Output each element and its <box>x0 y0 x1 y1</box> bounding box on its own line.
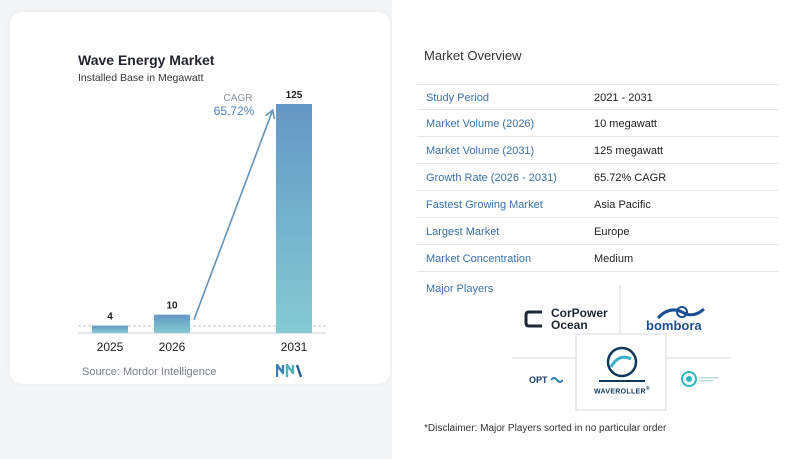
overview-row-label: Market Volume (2031) <box>426 145 535 157</box>
disclaimer-note: *Disclaimer: Major Players sorted in no … <box>424 423 667 434</box>
overview-row-value: 65.72% CAGR <box>594 172 667 184</box>
corpower-logo-icon <box>524 310 542 328</box>
cagr-label: CAGR <box>224 93 253 104</box>
overview-row: Fastest Growing Market Asia Pacific <box>417 192 779 218</box>
x-tick-label: 2031 <box>281 340 308 354</box>
overview-row: Market Volume (2031) 125 megawatt <box>417 138 779 164</box>
chart-subtitle: Installed Base in Megawatt <box>78 72 204 84</box>
bar-value-label: 125 <box>286 90 303 101</box>
bar-value-label: 4 <box>107 312 113 323</box>
bar-value-label: 10 <box>166 301 178 312</box>
corpower-logo-line1: CorPower <box>551 306 608 320</box>
opt-logo-text: OPT <box>529 375 548 385</box>
overview-row-value: 125 megawatt <box>594 145 664 157</box>
overview-row-value: 10 megawatt <box>594 118 657 130</box>
chart-title: Wave Energy Market <box>78 52 215 68</box>
overview-row: Market Concentration Medium <box>417 246 779 272</box>
opt-wave-icon <box>551 377 563 383</box>
cagr-arrow <box>193 112 272 320</box>
bar-2025 <box>92 325 128 333</box>
cagr-value: 65.72% <box>214 104 255 118</box>
overview-row-value: 2021 - 2031 <box>594 92 653 104</box>
major-players-label: Major Players <box>426 283 494 295</box>
bar-chart: 4 2025 10 2026 125 2031 CAGR 65.72% <box>78 90 326 354</box>
overview-row: Largest Market Europe <box>417 219 779 245</box>
overview-row-label: Study Period <box>426 92 489 104</box>
chart-card <box>10 12 390 384</box>
overview-row: Market Volume (2026) 10 megawatt <box>417 111 779 137</box>
x-tick-label: 2025 <box>97 340 124 354</box>
overview-row-label: Market Concentration <box>426 253 532 265</box>
bar-2031 <box>276 104 312 333</box>
overview-title: Market Overview <box>424 48 522 63</box>
x-tick-label: 2026 <box>159 340 186 354</box>
bar-2026 <box>154 314 190 333</box>
overview-row: Growth Rate (2026 - 2031) 65.72% CAGR <box>417 165 779 191</box>
eco-wave-logo-icon <box>681 371 719 387</box>
overview-row-label: Growth Rate (2026 - 2031) <box>426 172 557 184</box>
overview-row: Study Period 2021 - 2031 <box>417 84 779 110</box>
corpower-logo-line2: Ocean <box>551 318 588 332</box>
waveroller-logo-text: WAVEROLLER® <box>594 386 650 396</box>
overview-row-value: Europe <box>594 226 630 238</box>
overview-row-value: Asia Pacific <box>594 199 651 211</box>
overview-row-label: Largest Market <box>426 226 500 238</box>
bombora-logo-icon <box>656 306 706 320</box>
waveroller-underline <box>599 380 645 382</box>
mordor-logo-icon <box>276 364 302 378</box>
bombora-logo-text: bombora <box>646 318 702 333</box>
source-note: Source: Mordor Intelligence <box>82 366 217 378</box>
players-grid-lines <box>512 285 730 411</box>
overview-row-label: Fastest Growing Market <box>426 199 543 211</box>
overview-panel <box>392 0 800 459</box>
overview-row-value: Medium <box>594 253 634 265</box>
overview-row-label: Market Volume (2026) <box>426 118 535 130</box>
waveroller-logo-icon <box>606 346 638 378</box>
